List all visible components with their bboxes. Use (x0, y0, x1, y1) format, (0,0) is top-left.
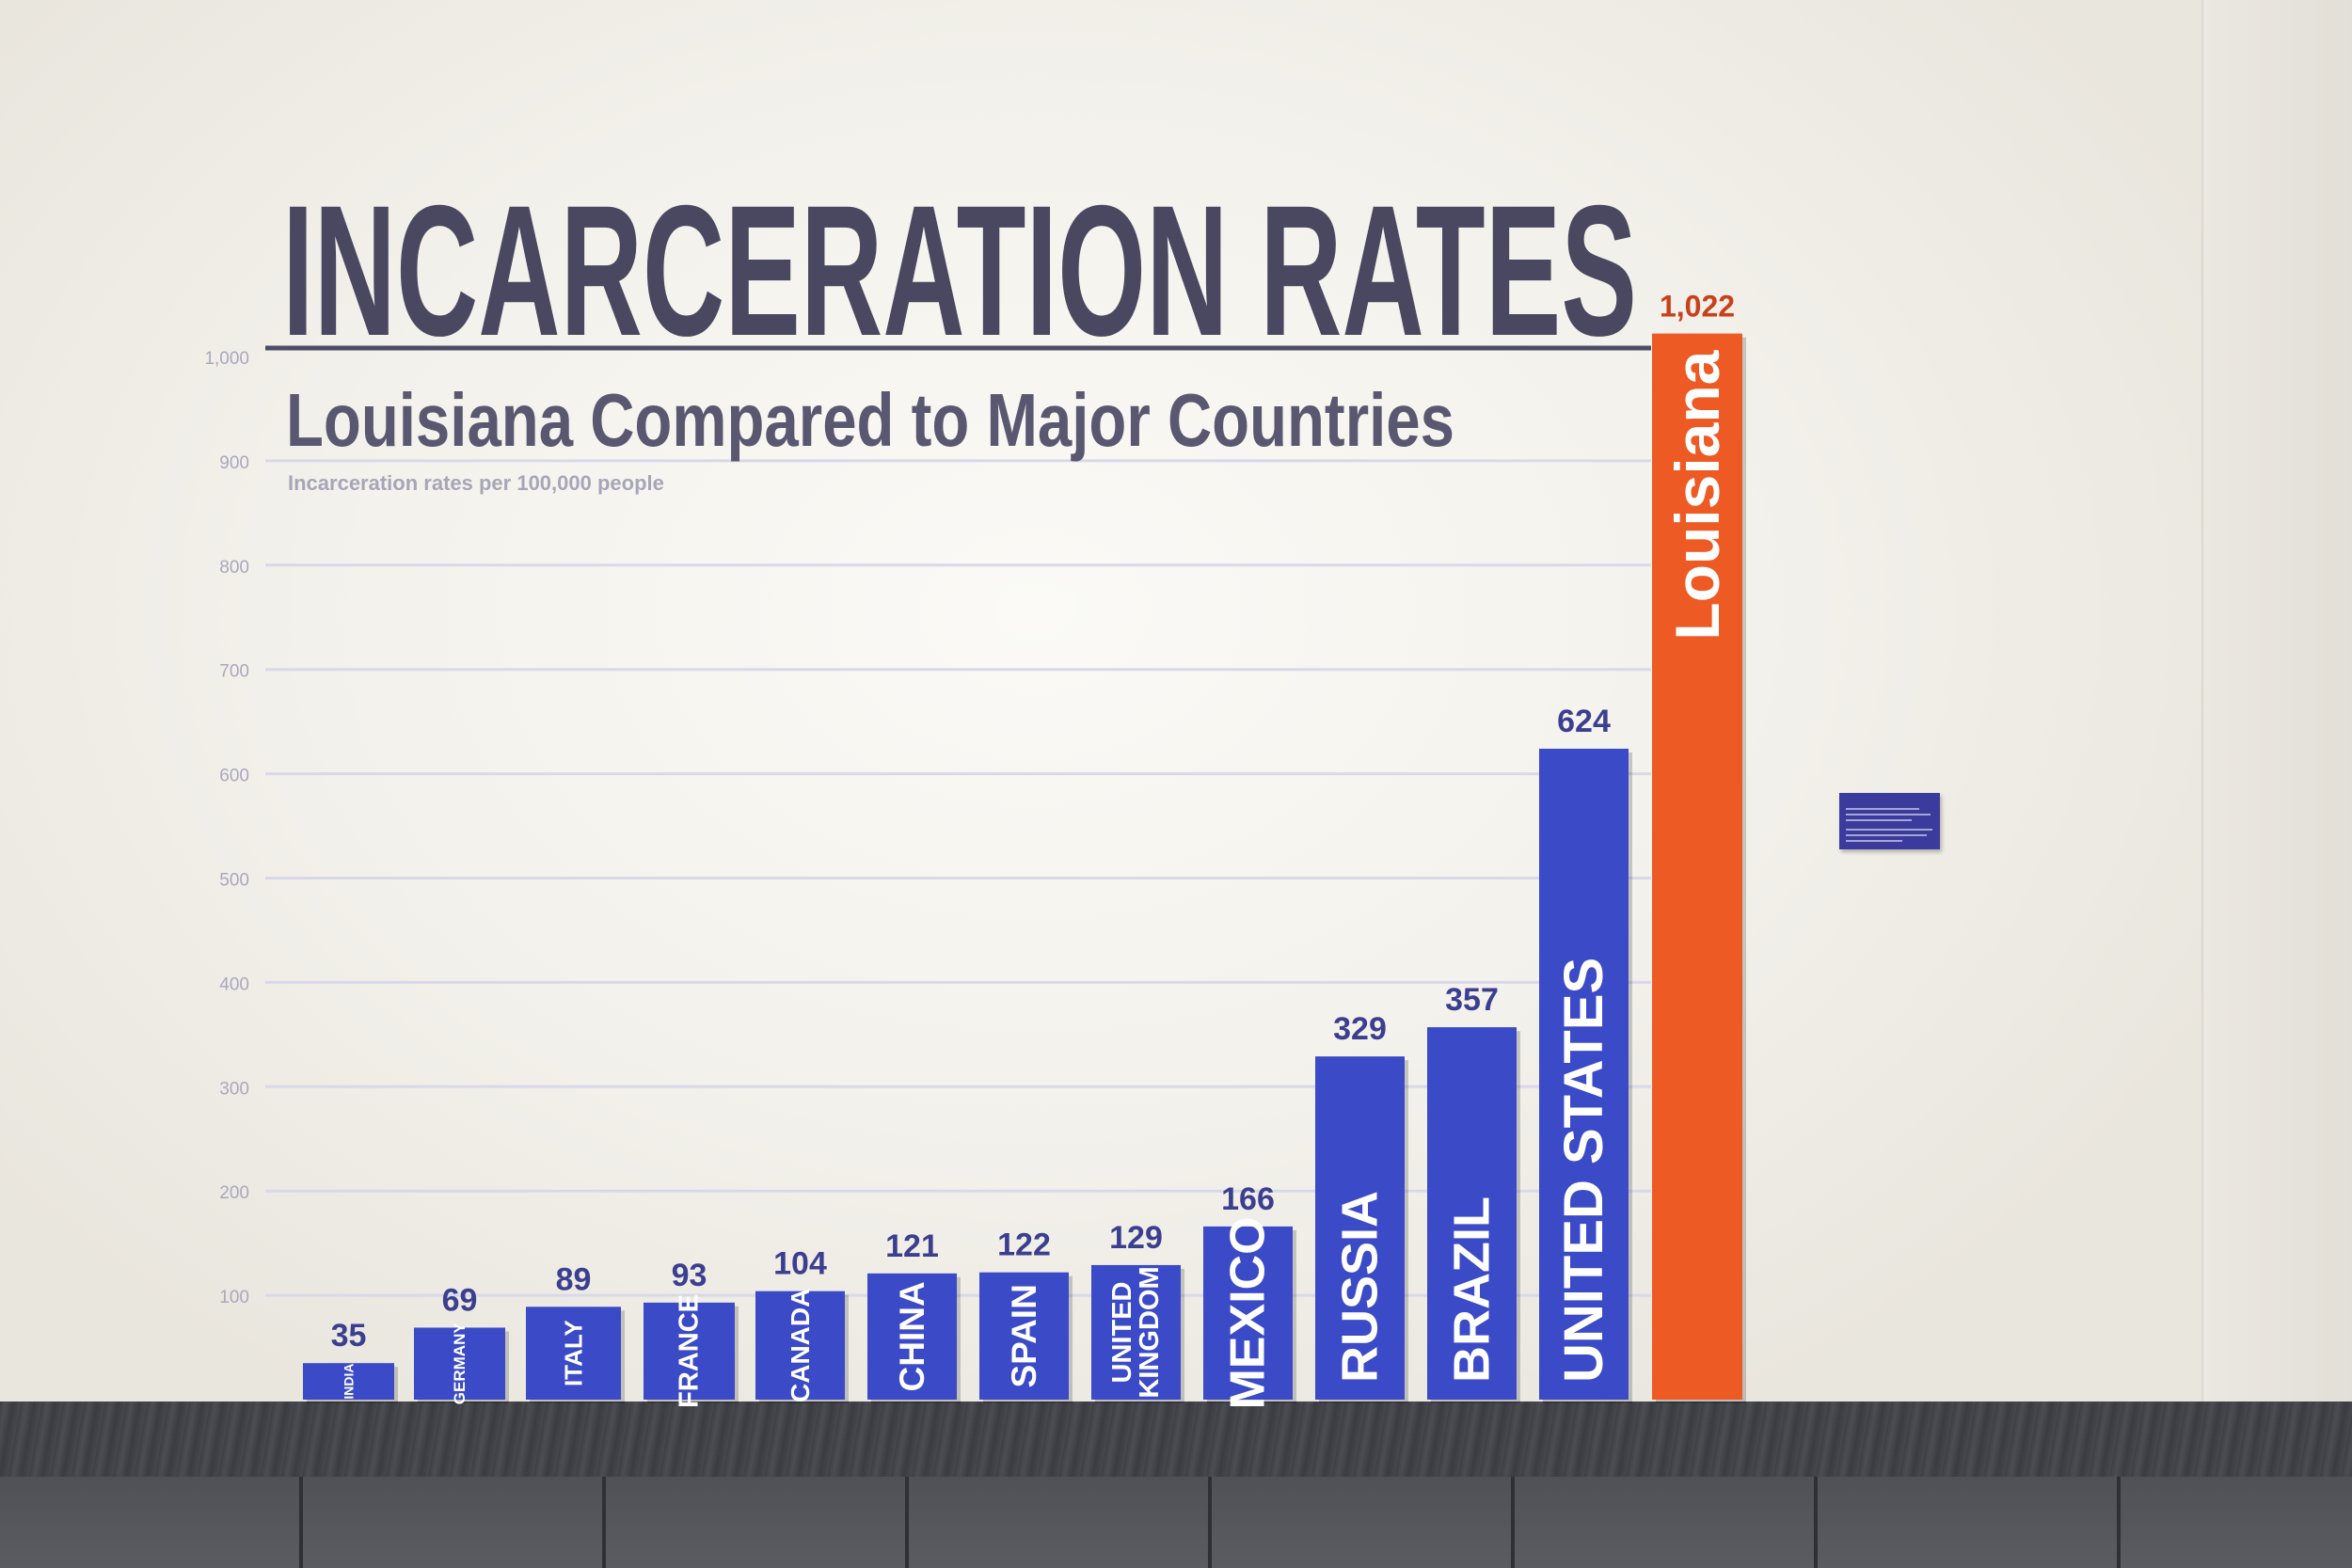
bar (867, 1273, 957, 1400)
bar-value-label: 329 (1333, 1011, 1387, 1047)
bar-group: 121 CHINA (867, 1228, 961, 1403)
bar-category-label: MEXICO (1221, 1216, 1276, 1409)
bar-value-label: 104 (773, 1246, 827, 1282)
stone-baseboard (0, 1402, 2352, 1477)
bar-category-label: BRAZIL (1444, 1196, 1501, 1383)
bar-value-label: 93 (672, 1258, 707, 1293)
bar-category-label: KINGDOM (1135, 1266, 1165, 1398)
bar-value-label: 166 (1221, 1181, 1275, 1217)
y-tick-label: 300 (219, 1079, 249, 1099)
bar-category-label: RUSSIA (1332, 1191, 1389, 1383)
side-wall (2201, 0, 2352, 1402)
y-axis-note: Incarceration rates per 100,000 people (288, 471, 664, 495)
bar-category-label: UNITED STATES (1553, 958, 1614, 1383)
bar-category-label: INDIA (342, 1364, 357, 1400)
bar (1091, 1264, 1181, 1400)
bar-category-label: UNITED (1107, 1281, 1137, 1383)
y-tick-label: 900 (219, 453, 249, 473)
chart-subtitle: Louisiana Compared to Major Countries (286, 378, 1454, 462)
y-tick-label: 700 (219, 662, 249, 682)
bar (755, 1291, 845, 1400)
bar-category-label: FRANCE (675, 1294, 705, 1408)
bar-group: 69 GERMANY (414, 1282, 509, 1404)
bar-category-label: ITALY (560, 1320, 588, 1386)
y-tick-label: 500 (219, 871, 249, 891)
bar (526, 1307, 621, 1400)
y-axis-ticks: 100 200 300 400 500 600 700 800 900 1,000 (204, 349, 249, 1307)
tile-floor (0, 1477, 2352, 1568)
bar-group: 89 ITALY (526, 1261, 625, 1403)
bar-group: 624 UNITED STATES (1539, 704, 1632, 1403)
bar-value-label: 89 (556, 1261, 592, 1297)
bar-value-label: 129 (1109, 1220, 1163, 1256)
bar-category-label: SPAIN (1005, 1284, 1043, 1387)
bar-louisiana (1652, 333, 1742, 1400)
bar (644, 1302, 735, 1400)
bar-group: 35 INDIA (303, 1318, 398, 1403)
bar-value-label: 69 (442, 1282, 478, 1318)
bar-category-label: CHINA (893, 1281, 931, 1391)
bar-value-label: 122 (997, 1227, 1051, 1263)
bar-value-label: 624 (1557, 704, 1611, 739)
bar (1203, 1226, 1293, 1400)
bar-group: 104 CANADA (755, 1246, 849, 1403)
bar-group: 357 BRAZIL (1427, 982, 1520, 1403)
bar (1427, 1027, 1517, 1400)
chart-title: INCARCERATION RATES (282, 166, 1637, 374)
bar-value-label: 121 (885, 1228, 939, 1264)
bar-category-label: Louisiana (1662, 349, 1732, 640)
y-tick-label: 1,000 (204, 349, 249, 369)
bar-value-label: 35 (331, 1318, 367, 1354)
bar-value-label: 1,022 (1660, 290, 1735, 324)
y-tick-label: 400 (219, 974, 249, 994)
bar-group: 329 RUSSIA (1315, 1011, 1408, 1403)
bar (414, 1327, 505, 1400)
y-tick-label: 200 (219, 1183, 249, 1203)
bar-value-label: 357 (1445, 982, 1499, 1018)
bar-group: 122 SPAIN (979, 1227, 1073, 1403)
gridlines (265, 459, 1651, 1297)
bar-group: 1,022 Louisiana (1652, 290, 1746, 1403)
bar (979, 1272, 1069, 1400)
y-tick-label: 600 (219, 767, 249, 786)
gallery-wall (0, 0, 2352, 1402)
bar (1539, 748, 1629, 1400)
bar (303, 1363, 394, 1400)
bar-category-label: CANADA (786, 1289, 815, 1402)
y-tick-label: 100 (219, 1288, 249, 1307)
y-tick-label: 800 (219, 558, 249, 578)
bar (1315, 1056, 1405, 1400)
bar-category-label: GERMANY (451, 1323, 469, 1405)
info-plaque (1839, 793, 1940, 849)
